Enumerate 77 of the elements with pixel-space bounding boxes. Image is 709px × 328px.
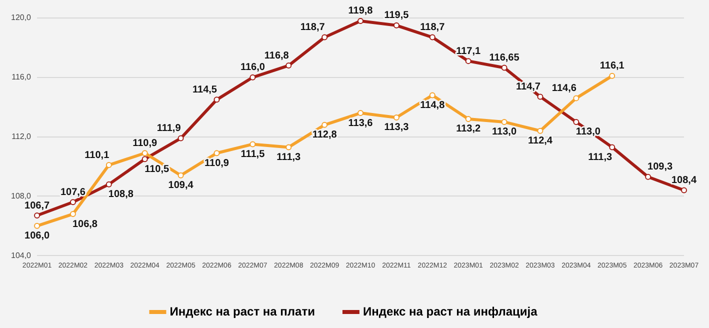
data-label: 111,3 bbox=[276, 152, 302, 163]
data-label: 116,1 bbox=[600, 60, 625, 72]
point bbox=[573, 118, 580, 125]
y-tick-label: 120,0 bbox=[10, 13, 32, 22]
data-label: 114,8 bbox=[420, 100, 446, 111]
data-label: 106,8 bbox=[72, 218, 98, 230]
data-label: 113,6 bbox=[348, 118, 374, 129]
point bbox=[465, 116, 472, 122]
point bbox=[286, 144, 292, 150]
data-label: 119,8 bbox=[348, 6, 374, 17]
data-label: 110,1 bbox=[84, 150, 110, 161]
point bbox=[609, 144, 616, 150]
data-label: 116,65 bbox=[489, 52, 520, 64]
data-label: 113,0 bbox=[492, 126, 517, 138]
point bbox=[142, 150, 148, 156]
data-label: 114,5 bbox=[192, 84, 218, 96]
point bbox=[393, 114, 400, 120]
data-label: 111,9 bbox=[156, 123, 182, 134]
point bbox=[537, 94, 544, 100]
data-label: 106,7 bbox=[24, 200, 50, 212]
data-label: 107,6 bbox=[60, 186, 86, 198]
data-label: 110,9 bbox=[132, 138, 158, 149]
point bbox=[142, 156, 148, 162]
data-label: 109,4 bbox=[168, 180, 194, 192]
point bbox=[34, 212, 40, 219]
data-label: 118,7 bbox=[420, 22, 446, 34]
data-label: 110,9 bbox=[204, 158, 230, 169]
data-label: 108,8 bbox=[108, 189, 134, 200]
point bbox=[70, 199, 76, 206]
data-label: 112,8 bbox=[312, 130, 338, 141]
point bbox=[537, 128, 544, 134]
data-label: 114,6 bbox=[552, 82, 577, 94]
point bbox=[106, 162, 112, 168]
point bbox=[106, 181, 112, 188]
point bbox=[214, 96, 220, 103]
point bbox=[358, 110, 364, 116]
data-label: 113,3 bbox=[384, 122, 410, 134]
point bbox=[645, 174, 652, 180]
y-tick-label: 108,0 bbox=[10, 191, 32, 200]
data-label: 112,4 bbox=[528, 136, 553, 147]
point bbox=[214, 150, 220, 156]
y-tick-label: 112,0 bbox=[12, 132, 32, 142]
data-label: 113,2 bbox=[456, 124, 482, 135]
legend-label: Индекс на раст на инфлација bbox=[362, 304, 538, 318]
point bbox=[609, 72, 616, 79]
y-tick-label: 104,0 bbox=[10, 250, 32, 260]
legend-label: Индекс на раст на плати bbox=[170, 304, 315, 318]
data-label: 110,5 bbox=[144, 164, 170, 175]
data-label: 111,3 bbox=[588, 152, 613, 163]
point bbox=[322, 122, 328, 128]
data-label: 117,1 bbox=[456, 46, 482, 57]
point bbox=[250, 74, 256, 80]
point bbox=[429, 34, 436, 40]
data-label: 109,3 bbox=[648, 162, 674, 173]
data-label: 119,5 bbox=[384, 10, 410, 22]
point bbox=[429, 92, 436, 98]
point bbox=[178, 172, 184, 178]
point bbox=[501, 118, 508, 125]
data-label: 108,4 bbox=[671, 175, 697, 186]
point bbox=[322, 34, 328, 40]
point bbox=[70, 211, 76, 218]
point bbox=[34, 222, 40, 229]
point bbox=[465, 58, 472, 64]
point bbox=[393, 22, 400, 28]
point bbox=[250, 141, 256, 148]
point bbox=[358, 18, 364, 24]
data-label: 118,7 bbox=[300, 22, 326, 34]
data-label: 116,0 bbox=[240, 62, 266, 74]
data-label: 111,5 bbox=[240, 148, 266, 160]
point bbox=[573, 95, 580, 102]
point bbox=[501, 64, 508, 71]
data-label: 106,0 bbox=[24, 230, 50, 242]
point bbox=[286, 62, 292, 69]
data-label: 116,8 bbox=[264, 50, 290, 62]
point bbox=[681, 187, 687, 194]
point bbox=[178, 135, 184, 142]
y-tick-label: 116,0 bbox=[12, 72, 32, 82]
